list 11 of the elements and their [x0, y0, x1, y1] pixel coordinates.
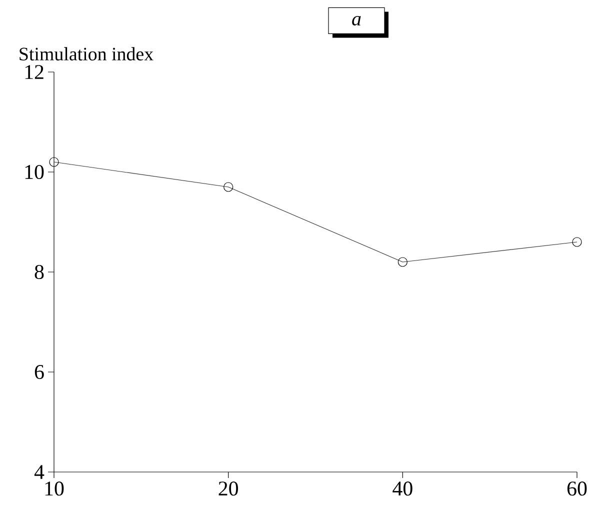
x-tick-label: 10 — [45, 482, 64, 496]
x-tick-label: 20 — [218, 482, 238, 496]
x-tick-label: 40 — [392, 482, 412, 496]
y-tick-label: 4 — [34, 465, 44, 479]
y-tick-label: 12 — [25, 65, 44, 79]
y-tick-label: 6 — [34, 364, 44, 380]
y-tick-label: 10 — [25, 164, 44, 180]
x-tick-label: 60 — [567, 482, 587, 496]
chart-title: a — [352, 16, 361, 26]
y-tick-label: 8 — [34, 264, 44, 280]
y-axis-title: Stimulation index — [20, 47, 154, 60]
